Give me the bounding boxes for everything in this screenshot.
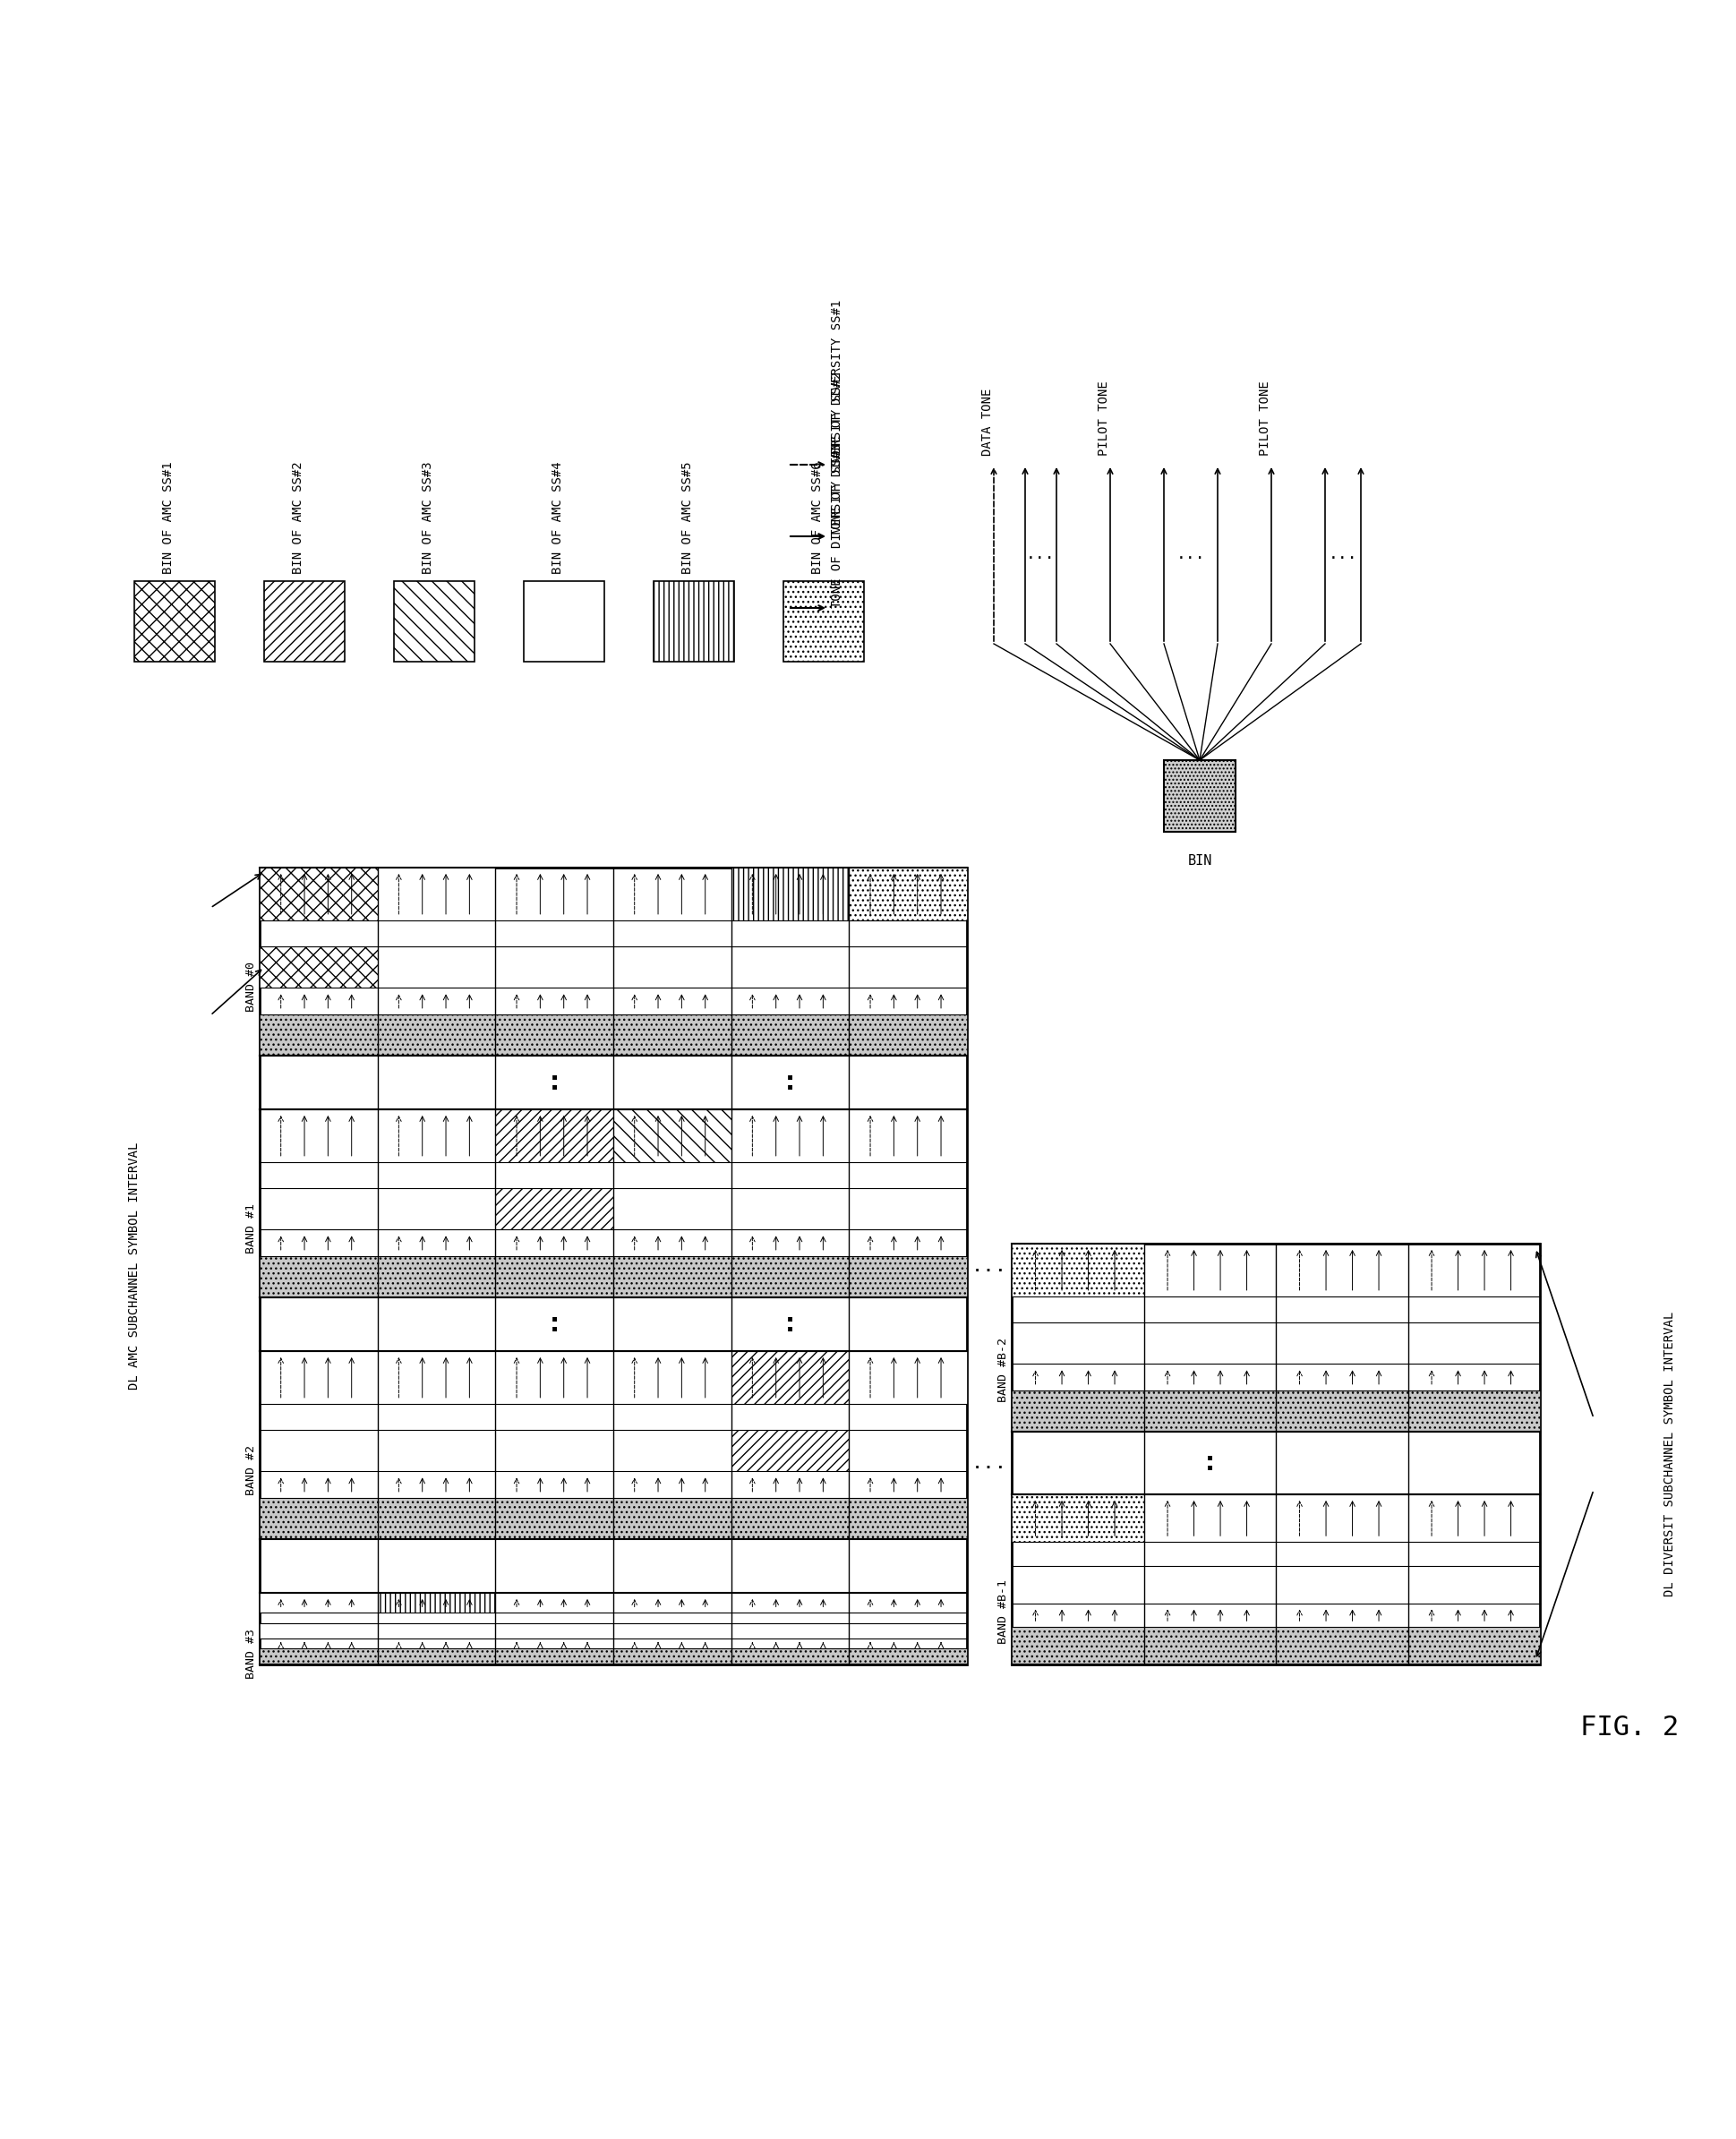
Bar	[849, 868, 967, 920]
Bar	[260, 948, 377, 988]
Bar	[260, 868, 377, 920]
Text: ...: ...	[1328, 545, 1358, 563]
Text: DL DIVERSIT SUBCHANNEL SYMBOL INTERVAL: DL DIVERSIT SUBCHANNEL SYMBOL INTERVAL	[1663, 1311, 1675, 1596]
Text: BAND #B-1: BAND #B-1	[996, 1579, 1009, 1645]
Bar	[1408, 1390, 1540, 1431]
Text: ...: ...	[972, 1258, 1007, 1275]
Bar	[377, 1497, 495, 1540]
Text: TONE OF DIVERSITY SS#2: TONE OF DIVERSITY SS#2	[832, 372, 844, 537]
Text: FIG. 2: FIG. 2	[1580, 1713, 1679, 1741]
Bar	[849, 1497, 967, 1540]
Bar	[613, 1649, 731, 1664]
Bar	[260, 1497, 377, 1540]
Bar	[377, 948, 495, 988]
Bar	[1012, 1495, 1144, 1542]
Bar	[377, 1256, 495, 1298]
Bar	[849, 1014, 967, 1057]
Text: BIN OF AMC SS#5: BIN OF AMC SS#5	[681, 462, 694, 573]
Text: BIN OF AMC SS#2: BIN OF AMC SS#2	[292, 462, 304, 573]
Bar	[1144, 1628, 1276, 1664]
Bar	[495, 1189, 613, 1230]
Bar	[495, 1649, 613, 1664]
Text: BIN OF AMC SS#6: BIN OF AMC SS#6	[811, 462, 823, 573]
Text: BAND #0: BAND #0	[245, 963, 257, 1012]
Bar	[260, 1256, 377, 1298]
Text: BAND #3: BAND #3	[245, 1628, 257, 1679]
Bar	[377, 868, 495, 920]
Text: DL AMC SUBCHANNEL SYMBOL INTERVAL: DL AMC SUBCHANNEL SYMBOL INTERVAL	[128, 1142, 141, 1390]
Bar	[495, 1497, 613, 1540]
Bar	[731, 1431, 849, 1472]
Bar	[613, 1014, 731, 1057]
Bar	[260, 868, 967, 1664]
Text: ...: ...	[1026, 545, 1055, 563]
Text: BIN OF AMC SS#3: BIN OF AMC SS#3	[422, 462, 434, 573]
Bar	[613, 1497, 731, 1540]
Bar	[1408, 1628, 1540, 1664]
Text: :: :	[1205, 1450, 1215, 1476]
Bar	[849, 1352, 967, 1403]
Bar	[731, 1497, 849, 1540]
Text: PILOT TONE: PILOT TONE	[1097, 381, 1111, 456]
Text: :: :	[549, 1311, 559, 1337]
Bar	[1012, 1390, 1144, 1431]
Bar	[731, 1256, 849, 1298]
Text: BAND #1: BAND #1	[245, 1204, 257, 1253]
Bar	[260, 1649, 377, 1664]
Bar	[260, 1014, 377, 1057]
Text: BAND #B-2: BAND #B-2	[996, 1337, 1009, 1403]
Bar	[495, 1256, 613, 1298]
Text: :: :	[549, 1070, 559, 1095]
Bar	[377, 1594, 495, 1613]
Bar	[495, 1110, 613, 1161]
Bar	[731, 1014, 849, 1057]
Text: BIN OF AMC SS#4: BIN OF AMC SS#4	[552, 462, 564, 573]
Text: :: :	[785, 1070, 795, 1095]
Text: PILOT TONE: PILOT TONE	[1259, 381, 1271, 456]
Text: BIN OF AMC SS#1: BIN OF AMC SS#1	[161, 462, 175, 573]
Bar	[1012, 1243, 1144, 1296]
Text: ...: ...	[1177, 545, 1205, 563]
Bar	[731, 868, 849, 920]
Bar	[653, 582, 734, 661]
Bar	[613, 1110, 731, 1161]
Text: DATA TONE: DATA TONE	[981, 389, 993, 456]
Bar	[1144, 1390, 1276, 1431]
Bar	[394, 582, 474, 661]
Text: BIN: BIN	[1187, 853, 1212, 868]
Bar	[377, 1014, 495, 1057]
Bar	[264, 582, 345, 661]
Bar	[260, 1594, 377, 1613]
Bar	[134, 582, 215, 661]
Bar	[1163, 759, 1236, 832]
Bar	[783, 582, 865, 661]
Bar	[377, 1649, 495, 1664]
Text: :: :	[785, 1311, 795, 1337]
Bar	[1276, 1390, 1408, 1431]
Bar	[849, 1256, 967, 1298]
Bar	[613, 1256, 731, 1298]
Bar	[1012, 1628, 1144, 1664]
Text: TONE OF DIVERSITY SS#1: TONE OF DIVERSITY SS#1	[832, 299, 844, 464]
Bar	[849, 1649, 967, 1664]
Bar	[731, 1649, 849, 1664]
Text: ...: ...	[972, 1455, 1007, 1472]
Text: TONE OF DIVERSITY SS#3: TONE OF DIVERSITY SS#3	[832, 443, 844, 607]
Bar	[524, 582, 604, 661]
Text: BAND #2: BAND #2	[245, 1446, 257, 1495]
Bar	[260, 1624, 377, 1638]
Bar	[731, 1352, 849, 1403]
Bar	[1012, 1243, 1540, 1664]
Bar	[1276, 1628, 1408, 1664]
Bar	[495, 1014, 613, 1057]
